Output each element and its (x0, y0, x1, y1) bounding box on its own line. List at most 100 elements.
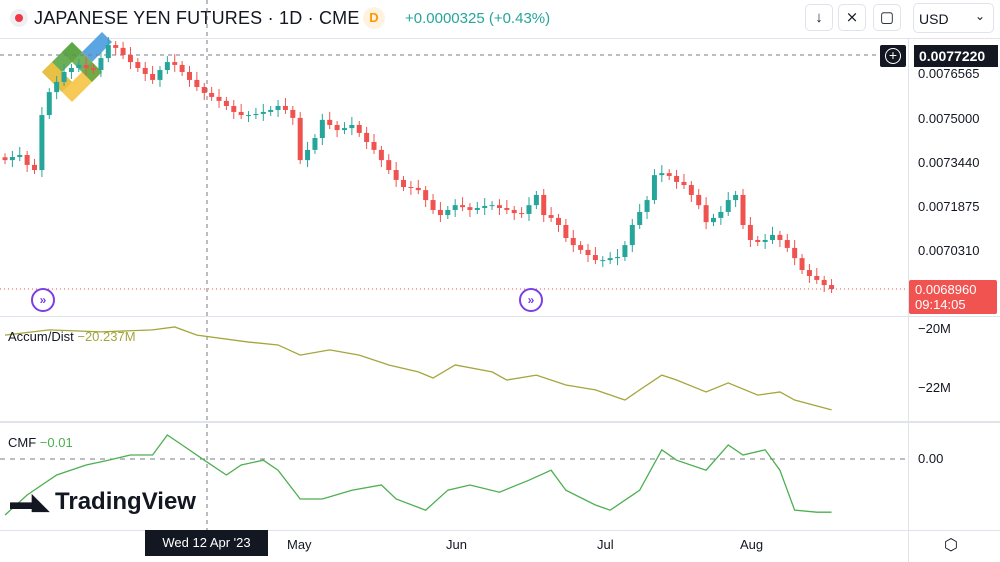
candle (600, 260, 606, 262)
price-label: 0.0076565 (918, 66, 980, 81)
candle (703, 205, 709, 223)
candle (105, 45, 111, 59)
down-arrow-button[interactable]: ↓ (805, 4, 833, 31)
candle (2, 157, 8, 161)
candle (290, 109, 296, 118)
candle (504, 207, 510, 210)
candle (371, 141, 377, 150)
candle (32, 164, 38, 171)
candle (142, 68, 148, 74)
cmf-name: CMF (8, 435, 37, 450)
candle (275, 105, 281, 110)
add-alert-button[interactable]: + (880, 45, 906, 67)
candle (710, 217, 716, 223)
candle (784, 239, 790, 248)
candle (238, 111, 244, 116)
candle (644, 200, 650, 212)
candle (437, 209, 443, 216)
candle (312, 138, 318, 150)
chevron-down-icon: ⌄ (974, 9, 985, 23)
candle (607, 258, 613, 261)
candle (341, 128, 347, 131)
candle (253, 113, 259, 116)
cmf-line (4, 434, 832, 516)
candle (629, 224, 635, 246)
candle (91, 68, 97, 71)
candle (150, 73, 156, 80)
price-change: +0.0000325 (+0.43%) (405, 10, 551, 27)
candle (327, 119, 333, 125)
candle (393, 170, 399, 180)
candle (305, 149, 311, 161)
candle (201, 87, 207, 93)
symbol-title[interactable]: JAPANESE YEN FUTURES · 1D · CME (34, 8, 360, 28)
header-divider (0, 38, 1000, 39)
candle (585, 249, 591, 256)
pane-divider[interactable] (0, 316, 1000, 317)
candle (718, 211, 724, 218)
settings-hexagon-icon[interactable]: ⬡ (944, 537, 958, 554)
price-label: 0.0075000 (918, 111, 980, 126)
candle (770, 234, 776, 240)
candle (334, 124, 340, 131)
candle (659, 173, 665, 176)
collapse-button[interactable]: ⨯ (838, 4, 866, 31)
candle (408, 187, 414, 189)
candle (460, 205, 466, 208)
crosshair-date-label: Wed 12 Apr '23 (145, 530, 268, 556)
candle (592, 255, 598, 261)
chart-canvas[interactable] (0, 0, 908, 530)
currency-select[interactable]: USD ⌄ (913, 3, 994, 33)
tradingview-logo[interactable]: ▬◣ TradingView (10, 488, 196, 516)
fullscreen-button[interactable]: ▢ (873, 4, 901, 31)
jump-arrow-icon[interactable]: » (519, 288, 543, 312)
delayed-data-badge[interactable]: D (363, 7, 385, 29)
candle (246, 115, 252, 117)
candle (430, 200, 436, 210)
candle (24, 155, 30, 165)
candle (231, 105, 237, 112)
candle (681, 181, 687, 186)
ad-line (4, 326, 832, 411)
candle (755, 239, 761, 242)
candle (46, 92, 52, 116)
candle (9, 156, 15, 161)
cmf-legend[interactable]: CMF −0.01 (8, 435, 73, 450)
bar-countdown: 09:14:05 (915, 297, 966, 312)
candle (496, 205, 502, 208)
tradingview-text: TradingView (55, 488, 196, 515)
candle (172, 62, 178, 65)
price-label: 0.0071875 (918, 199, 980, 214)
jump-arrow-icon[interactable]: » (31, 288, 55, 312)
candle (666, 173, 672, 176)
time-label: May (287, 537, 312, 552)
candle (570, 238, 576, 246)
candle (223, 100, 229, 106)
ad-legend[interactable]: Accum/Dist −20.237M (8, 329, 136, 344)
time-axis-divider (0, 530, 1000, 531)
candle (740, 194, 746, 225)
plus-icon: + (885, 48, 901, 64)
candle (489, 205, 495, 207)
time-label: Jul (597, 537, 614, 552)
candle (194, 79, 200, 88)
price-label: 0.0070310 (918, 243, 980, 258)
candle (349, 124, 355, 129)
candle (548, 215, 554, 218)
candle (674, 175, 680, 182)
candle (792, 247, 798, 259)
candle (209, 92, 215, 97)
ad-axis-label: −20M (918, 321, 951, 336)
price-axis[interactable] (908, 38, 909, 562)
candle (688, 185, 694, 195)
market-status-icon[interactable] (10, 9, 28, 27)
candle (651, 175, 657, 201)
candle (622, 245, 628, 257)
candle (519, 213, 525, 215)
pane-divider[interactable] (0, 421, 1000, 423)
candle (814, 275, 820, 280)
candle (445, 209, 451, 216)
candle (364, 132, 370, 142)
candle (725, 200, 731, 212)
candle (829, 285, 835, 290)
